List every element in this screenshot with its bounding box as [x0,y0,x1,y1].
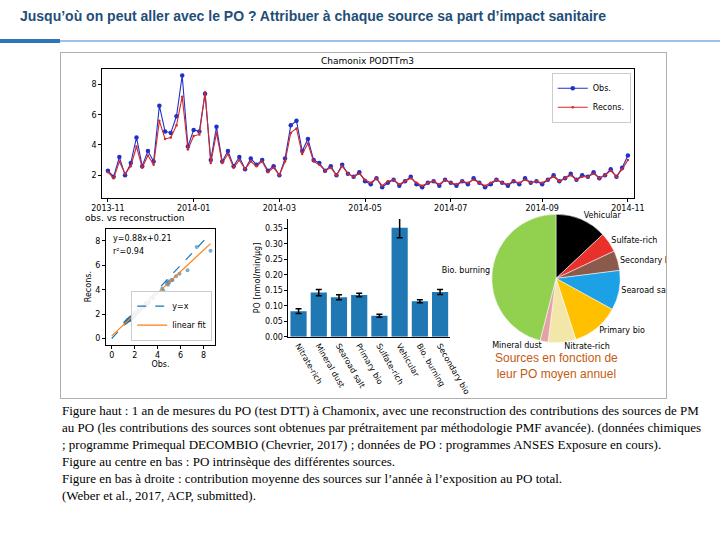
svg-text:Sulfate-rich: Sulfate-rich [611,236,657,245]
svg-text:2014-07: 2014-07 [434,204,467,213]
svg-text:Searoad salt: Searoad salt [334,342,367,390]
svg-text:2013-11: 2013-11 [91,204,124,213]
svg-text:linear fit: linear fit [172,321,205,330]
svg-text:4: 4 [95,285,100,294]
svg-text:0.05: 0.05 [265,317,283,326]
svg-text:0: 0 [109,351,114,360]
svg-text:Sources en fonction deleur PO: Sources en fonction deleur PO moyen annu… [495,351,618,381]
svg-text:8: 8 [92,80,97,89]
svg-text:Mineral dust: Mineral dust [492,341,542,350]
svg-text:Searoad salt: Searoad salt [621,286,666,295]
svg-text:Nitrate-rich: Nitrate-rich [293,342,324,386]
svg-text:2014-09: 2014-09 [525,204,558,213]
svg-text:8: 8 [95,237,100,246]
svg-text:Vehicular: Vehicular [584,211,622,220]
svg-text:Recons.: Recons. [84,271,93,302]
svg-text:PO [nmol/min/µg]: PO [nmol/min/µg] [253,243,262,314]
svg-text:obs. vs reconstruction: obs. vs reconstruction [85,213,185,223]
svg-text:0.15: 0.15 [265,286,283,295]
svg-text:6: 6 [92,111,97,120]
svg-text:2014-01: 2014-01 [177,204,210,213]
html-text:Figure haut : 1 an de mesures: Figure haut : 1 an de mesures du PO (tes… [62,403,701,452]
svg-text:Bio. burning: Bio. burning [415,342,447,388]
svg-text:2014-03: 2014-03 [263,204,296,213]
svg-text:0.35: 0.35 [265,224,283,233]
svg-text:Primary bio: Primary bio [599,326,645,335]
svg-text:2: 2 [95,310,100,319]
svg-text:Mineral dust: Mineral dust [314,342,347,389]
html-text:Jusqu’où on peut aller avec le: Jusqu’où on peut aller avec le PO ? Attr… [20,8,607,24]
svg-text:0.10: 0.10 [265,302,283,311]
svg-text:Sulfate-rich: Sulfate-rich [374,342,405,386]
svg-text:Obs.: Obs. [151,360,169,369]
svg-text:2: 2 [132,351,137,360]
html-text:Figure en bas à droite : contr: Figure en bas à droite : contribution mo… [62,471,562,486]
svg-text:2014-11: 2014-11 [611,204,644,213]
svg-text:2: 2 [92,171,97,180]
html-text:Figure au centre en bas : PO i: Figure au centre en bas : PO intrinsèque… [62,454,395,469]
svg-text:0.30: 0.30 [265,240,283,249]
svg-text:4: 4 [92,141,97,150]
svg-text:Bio. burning: Bio. burning [442,266,490,275]
svg-text:2014-05: 2014-05 [348,204,381,213]
svg-text:8: 8 [201,351,206,360]
svg-text:0: 0 [95,334,100,343]
svg-text:0.25: 0.25 [265,255,283,264]
svg-text:Nitrate-rich: Nitrate-rich [564,342,609,351]
svg-text:0.20: 0.20 [265,271,283,280]
svg-text:Secondary bio: Secondary bio [435,342,471,396]
svg-text:Secondary bio: Secondary bio [620,256,666,265]
svg-text:6: 6 [178,351,183,360]
svg-text:y=0.88x+0.21: y=0.88x+0.21 [113,234,172,243]
svg-text:Primary bio: Primary bio [354,342,385,386]
svg-text:Recons.: Recons. [593,103,624,112]
svg-text:4: 4 [155,351,160,360]
svg-text:0.00: 0.00 [265,333,283,342]
svg-text:6: 6 [95,261,100,270]
svg-text:y=x: y=x [172,302,188,311]
svg-text:Chamonix PODTTm3: Chamonix PODTTm3 [321,56,414,66]
html-text:(Weber et al., 2017, ACP, subm: (Weber et al., 2017, ACP, submitted). [62,488,256,503]
svg-text:r²=0.94: r²=0.94 [113,247,144,256]
svg-text:Vehicular: Vehicular [394,342,421,379]
svg-text:Obs.: Obs. [593,84,611,93]
